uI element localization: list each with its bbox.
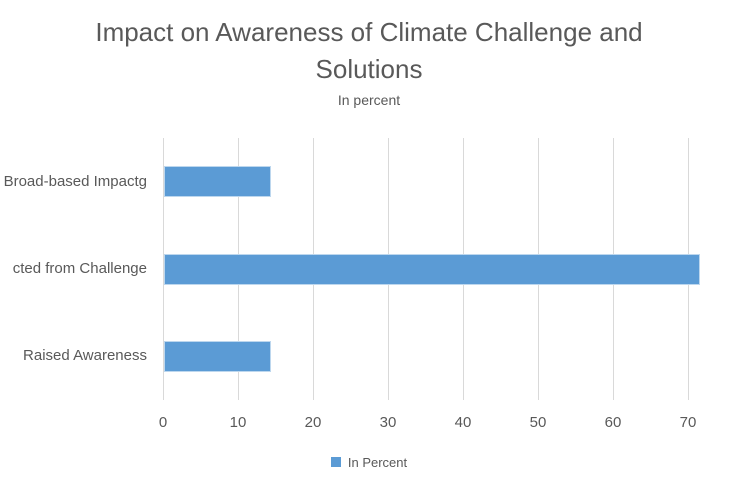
x-axis-tick-label: 10	[229, 414, 247, 431]
legend-series-swatch-icon	[330, 457, 341, 467]
category-axis-label: Broad-based Impactg	[3, 172, 147, 190]
bar-raised-awareness	[164, 340, 272, 372]
category-axis-line	[163, 138, 164, 400]
category-axis-label: Raised Awareness	[23, 347, 147, 365]
x-axis-tick-label: 60	[604, 414, 622, 431]
chart-title: Impact on Awareness of Climate Challenge…	[95, 17, 643, 84]
x-axis-tick-label: 70	[679, 414, 697, 431]
chart-subtitle: In percent	[337, 92, 401, 108]
bar-broad-based-impactg	[164, 166, 272, 198]
x-axis-tick-label: 50	[529, 414, 547, 431]
x-axis-tick-label: 0	[158, 414, 168, 431]
legend: In Percent	[0, 452, 738, 472]
category-axis-label: cted from Challenge	[12, 260, 147, 277]
x-axis-tick-label: 40	[454, 414, 472, 431]
x-axis-tick-label: 30	[379, 414, 397, 431]
bar-cted-from-challenge	[164, 253, 700, 285]
x-axis-tick-label: 20	[304, 414, 322, 431]
legend-series-label: In Percent	[347, 454, 408, 470]
